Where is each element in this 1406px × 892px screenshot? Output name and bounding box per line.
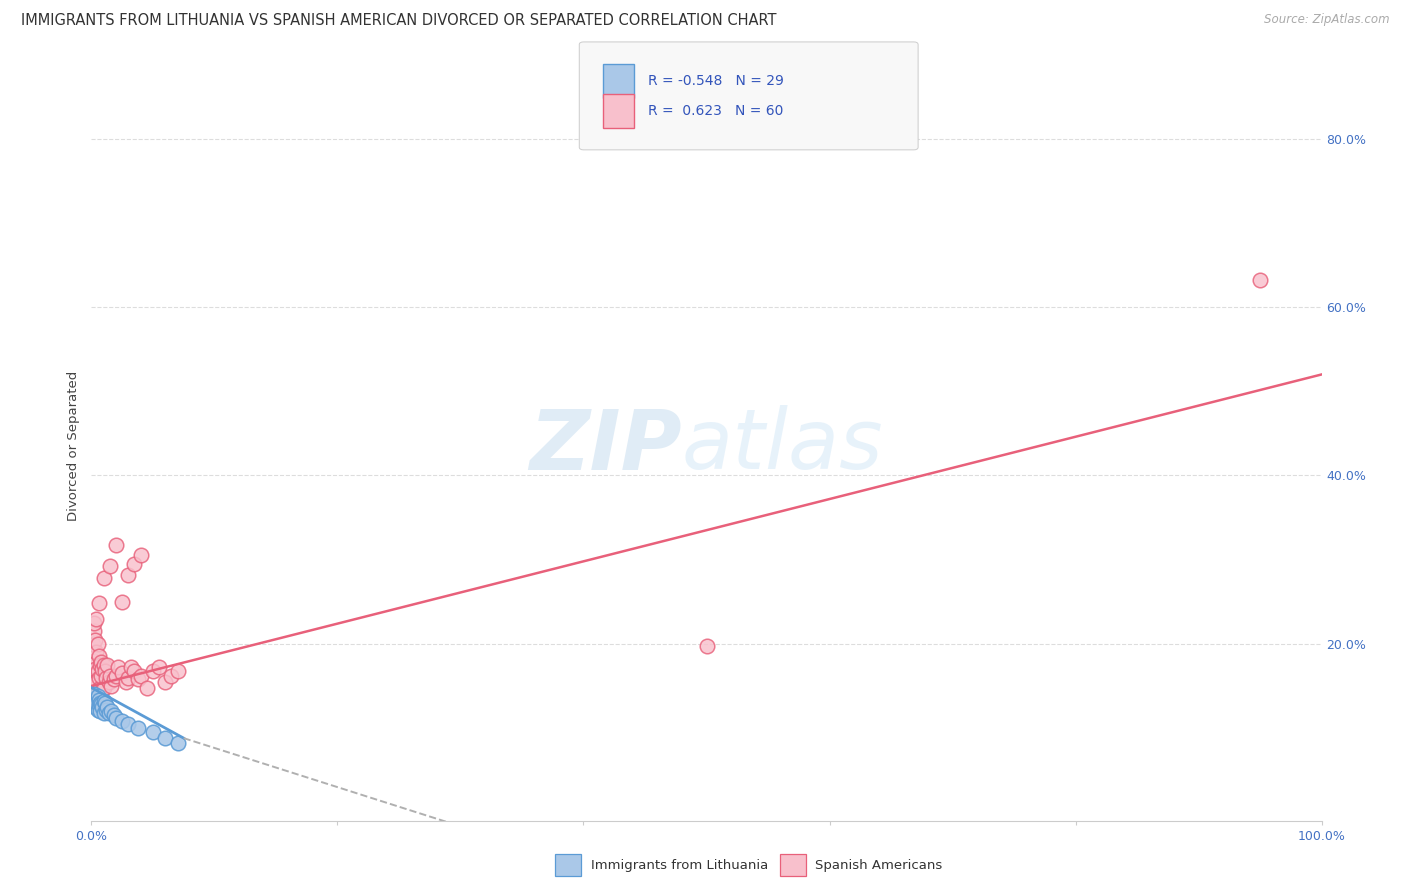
Point [90, 696, 112, 710]
Point [87, 596, 110, 610]
Point [105, 669, 127, 683]
Point [96, 657, 118, 672]
Point [117, 671, 139, 685]
Point [91, 700, 114, 714]
Point [83, 698, 105, 712]
Point [84, 694, 107, 708]
Point [84, 662, 107, 676]
Point [90, 698, 112, 712]
Point [87, 693, 110, 707]
Point [117, 567, 139, 582]
Point [82, 637, 104, 651]
Point [135, 681, 157, 695]
Point [93, 681, 115, 695]
Text: R = -0.548   N = 29: R = -0.548 N = 29 [648, 74, 785, 88]
Point [82, 657, 104, 672]
Point [142, 725, 165, 739]
Text: R =  0.623   N = 60: R = 0.623 N = 60 [648, 103, 783, 118]
Point [124, 664, 146, 678]
Point [91, 683, 114, 698]
Point [89, 704, 111, 718]
Point [90, 656, 112, 670]
Point [86, 645, 108, 659]
Point [86, 696, 108, 710]
Point [83, 674, 105, 689]
Point [103, 672, 125, 686]
Point [124, 557, 146, 571]
Point [107, 660, 129, 674]
Text: ZIP: ZIP [529, 406, 682, 486]
Point [91, 662, 114, 676]
Point [86, 664, 108, 678]
Point [695, 639, 717, 653]
Point [103, 708, 125, 723]
Point [117, 716, 139, 731]
Point [129, 549, 152, 563]
Point [153, 731, 177, 746]
Point [105, 537, 127, 551]
Point [96, 671, 117, 685]
Text: Spanish Americans: Spanish Americans [815, 859, 943, 871]
Point [94, 696, 117, 710]
Point [86, 691, 108, 706]
Point [89, 696, 111, 710]
Point [166, 664, 188, 678]
Point [87, 696, 110, 710]
Point [100, 704, 122, 718]
Point [111, 714, 134, 729]
Point [111, 595, 134, 609]
Point [82, 691, 104, 706]
Point [87, 671, 110, 685]
Point [129, 669, 152, 683]
Text: atlas: atlas [682, 406, 883, 486]
Point [114, 674, 138, 689]
Point [94, 664, 117, 678]
Point [96, 700, 118, 714]
Point [84, 696, 107, 710]
Point [86, 637, 108, 651]
Point [86, 674, 108, 689]
Point [1249, 273, 1271, 287]
Point [127, 672, 149, 686]
Point [120, 660, 142, 674]
Point [89, 657, 111, 672]
Point [90, 669, 112, 683]
Text: Immigrants from Lithuania: Immigrants from Lithuania [591, 859, 768, 871]
Point [93, 694, 115, 708]
Point [111, 666, 134, 681]
Point [83, 654, 105, 668]
Point [160, 669, 183, 683]
Point [83, 615, 105, 630]
Point [127, 721, 149, 735]
Point [97, 674, 120, 689]
Point [98, 559, 121, 574]
Y-axis label: Divorced or Separated: Divorced or Separated [66, 371, 80, 521]
Point [93, 706, 115, 720]
Point [166, 736, 188, 750]
Point [142, 664, 165, 678]
Point [84, 700, 107, 714]
Point [98, 669, 121, 683]
Point [96, 702, 117, 716]
Point [93, 657, 115, 672]
Point [86, 689, 108, 703]
Point [86, 702, 108, 716]
Text: Source: ZipAtlas.com: Source: ZipAtlas.com [1264, 13, 1389, 27]
Point [93, 571, 115, 585]
Text: IMMIGRANTS FROM LITHUANIA VS SPANISH AMERICAN DIVORCED OR SEPARATED CORRELATION : IMMIGRANTS FROM LITHUANIA VS SPANISH AME… [21, 13, 776, 29]
Point [86, 611, 108, 625]
Point [87, 698, 110, 713]
Point [148, 660, 170, 674]
Point [100, 679, 122, 693]
Point [87, 649, 110, 664]
Point [89, 681, 111, 695]
Point [82, 689, 104, 703]
Point [83, 687, 105, 701]
Point [97, 706, 120, 720]
Point [84, 632, 107, 647]
Point [83, 624, 105, 639]
Point [153, 674, 177, 689]
Point [105, 711, 127, 725]
